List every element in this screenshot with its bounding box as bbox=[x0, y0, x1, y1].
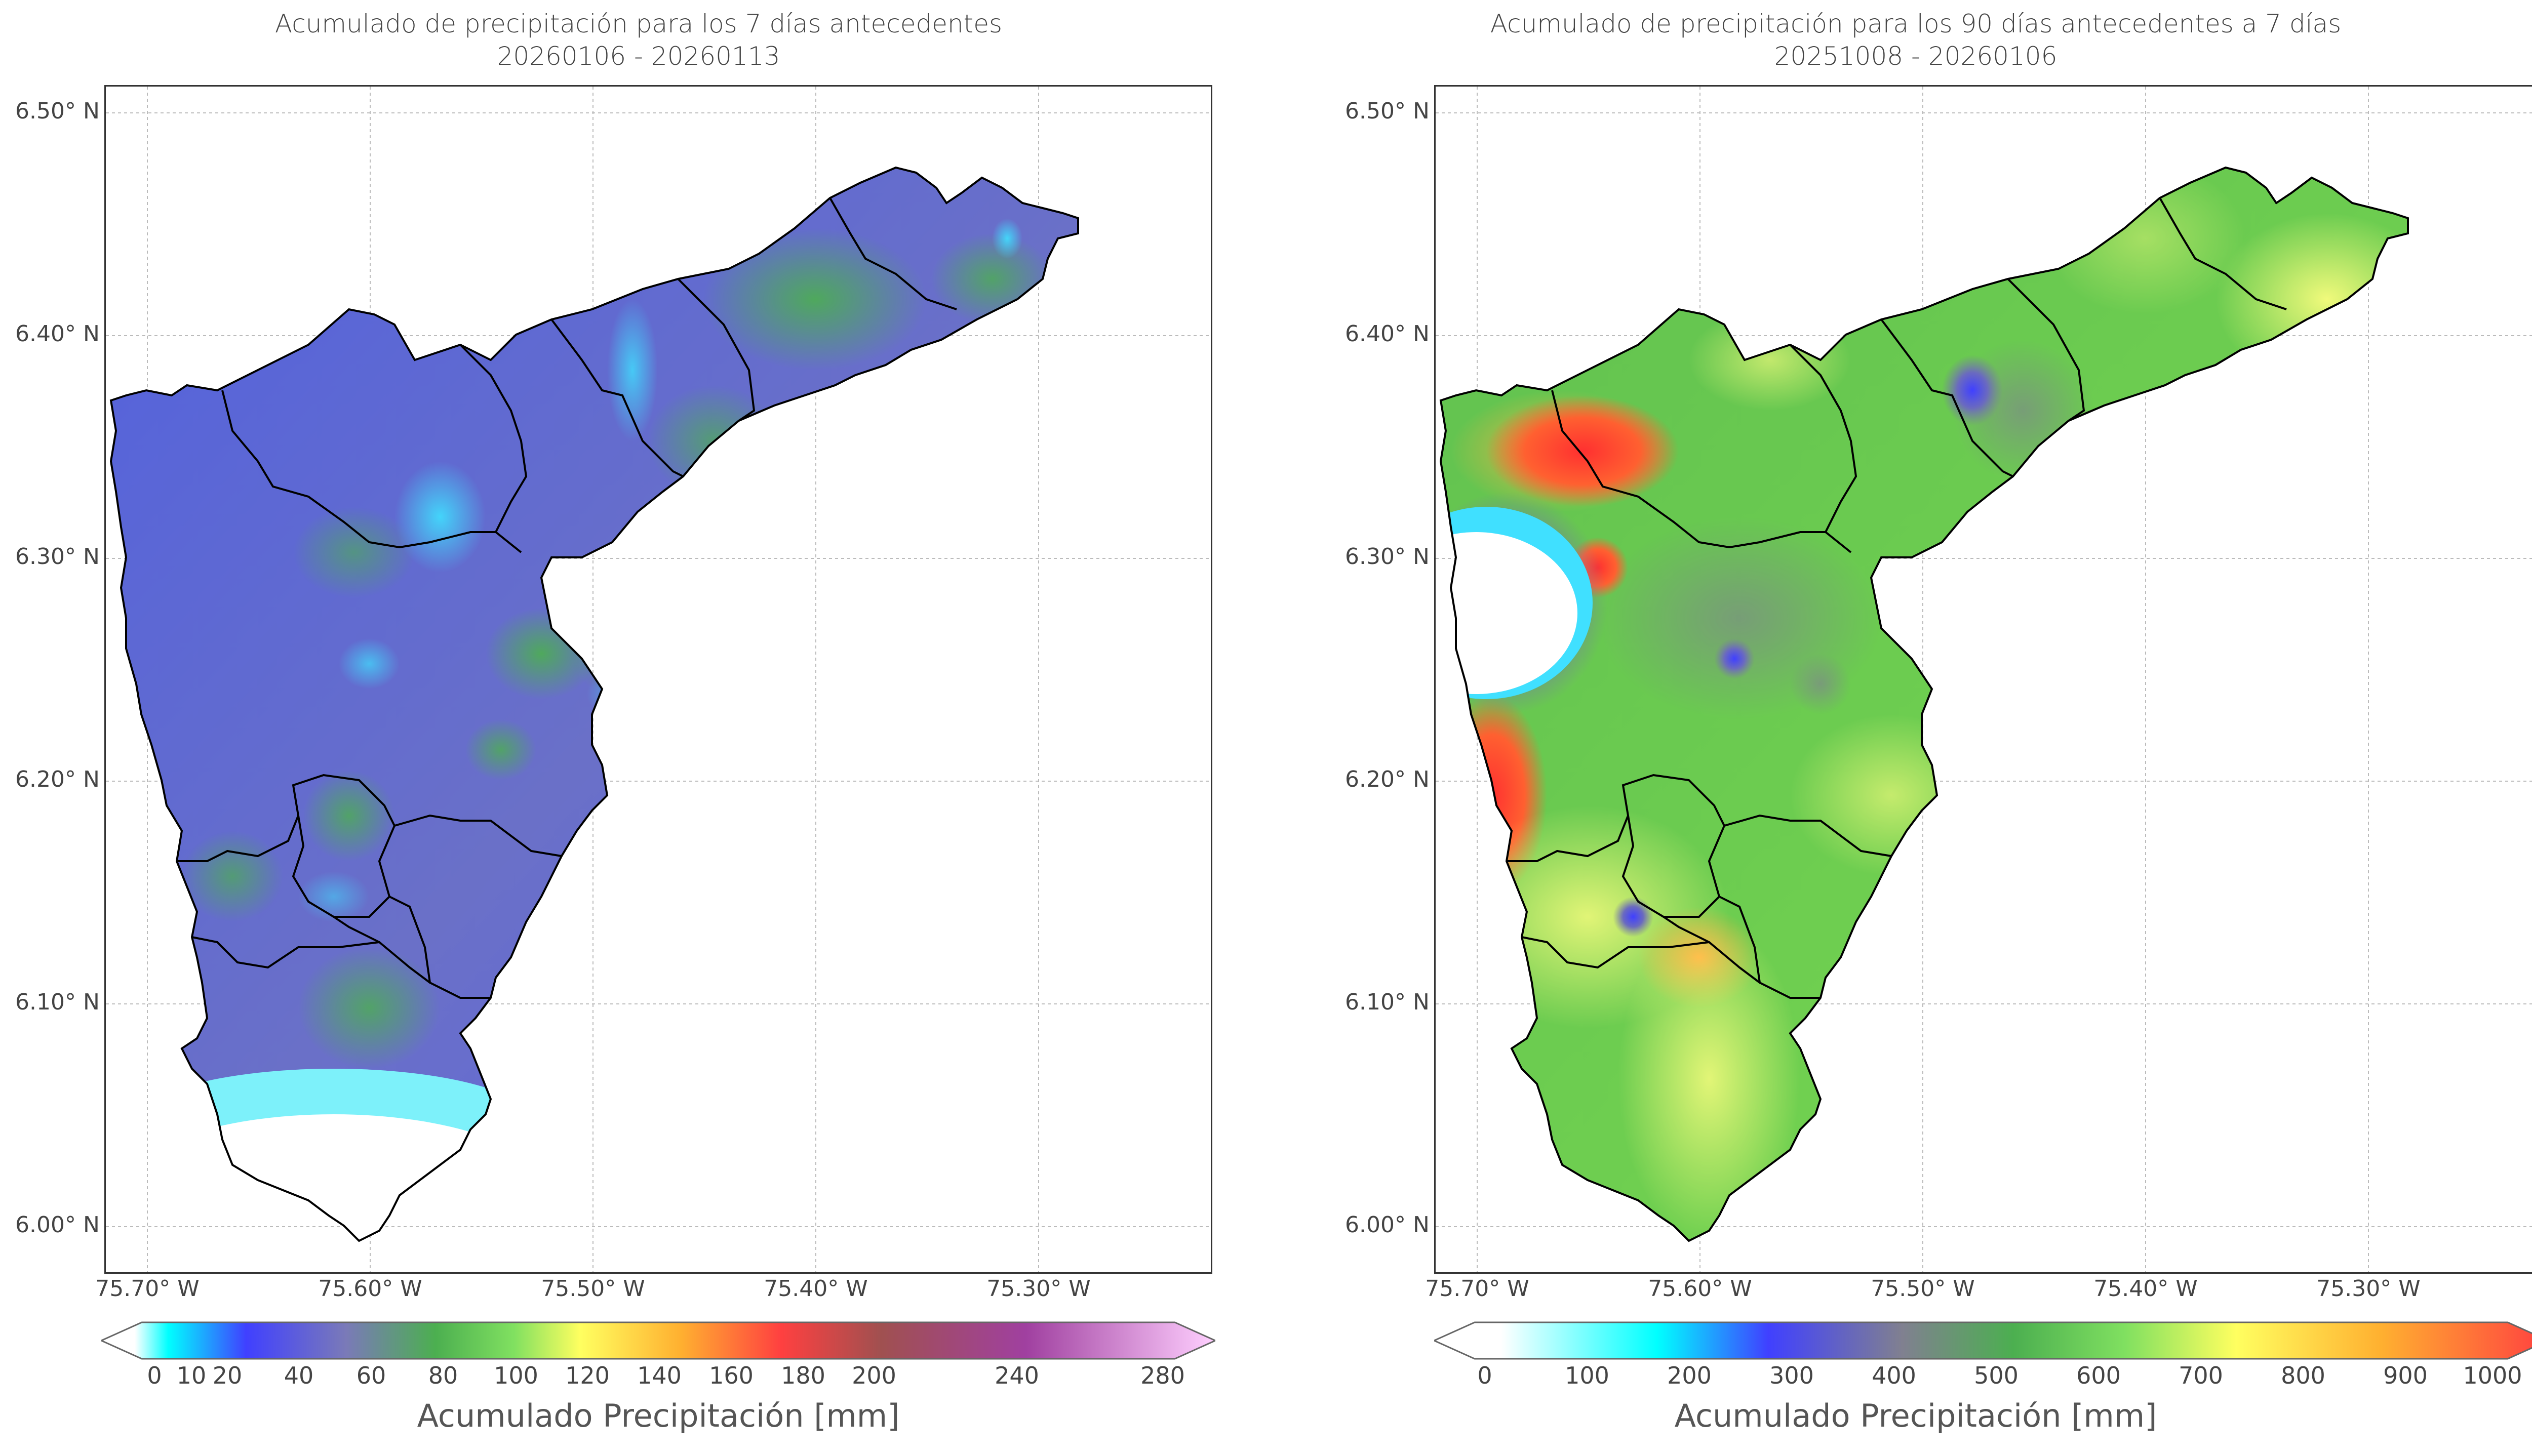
left-title: Acumulado de precipitación para los 7 dí… bbox=[274, 9, 1003, 38]
right-ytick-4: 6.10° N bbox=[1345, 989, 1430, 1015]
left-xtick-2: 75.50° W bbox=[541, 1276, 645, 1302]
left-map bbox=[104, 85, 1212, 1274]
right-colorbar bbox=[1434, 1321, 2532, 1360]
right-xtick-1: 75.60° W bbox=[1648, 1276, 1752, 1302]
right-cb-tick-9: 900 bbox=[2383, 1362, 2428, 1389]
right-ytick-5: 6.00° N bbox=[1345, 1212, 1430, 1238]
left-ytick-1: 6.40° N bbox=[15, 321, 100, 347]
right-ytick-3: 6.20° N bbox=[1345, 766, 1430, 792]
right-ytick-2: 6.30° N bbox=[1345, 544, 1430, 570]
left-precip-field bbox=[111, 168, 1078, 1241]
left-cb-tick-3: 40 bbox=[284, 1362, 314, 1389]
right-panel: Acumulado de precipitación para los 90 d… bbox=[1277, 0, 2532, 1456]
left-xtick-3: 75.40° W bbox=[764, 1276, 868, 1302]
right-cb-tick-4: 400 bbox=[1872, 1362, 1916, 1389]
right-cb-tick-0: 0 bbox=[1477, 1362, 1492, 1389]
left-cb-tick-0: 0 bbox=[147, 1362, 162, 1389]
left-xtick-4: 75.30° W bbox=[986, 1276, 1091, 1302]
left-cb-tick-1: 10 bbox=[176, 1362, 207, 1389]
left-cb-tick-9: 160 bbox=[709, 1362, 754, 1389]
right-cb-tick-2: 200 bbox=[1667, 1362, 1712, 1389]
right-colorbar-label: Acumulado Precipitación [mm] bbox=[1674, 1397, 2157, 1434]
right-xtick-2: 75.50° W bbox=[1871, 1276, 1975, 1302]
left-xtick-1: 75.60° W bbox=[318, 1276, 422, 1302]
right-municipal-boundaries bbox=[1507, 197, 2287, 999]
left-cb-tick-4: 60 bbox=[356, 1362, 386, 1389]
right-xtick-4: 75.30° W bbox=[2316, 1276, 2421, 1302]
right-xtick-3: 75.40° W bbox=[2093, 1276, 2198, 1302]
right-cb-tick-3: 300 bbox=[1769, 1362, 1814, 1389]
left-municipal-boundaries bbox=[177, 197, 957, 999]
left-cb-tick-13: 280 bbox=[1140, 1362, 1185, 1389]
left-xtick-0: 75.70° W bbox=[95, 1276, 200, 1302]
left-cb-tick-5: 80 bbox=[428, 1362, 458, 1389]
left-panel: Acumulado de precipitación para los 7 dí… bbox=[15, 9, 1215, 1434]
left-ytick-5: 6.00° N bbox=[15, 1212, 100, 1238]
left-cb-tick-12: 240 bbox=[995, 1362, 1039, 1389]
left-map-svg bbox=[106, 87, 1211, 1272]
left-ytick-2: 6.30° N bbox=[15, 544, 100, 570]
left-cb-tick-6: 100 bbox=[494, 1362, 538, 1389]
left-ytick-4: 6.10° N bbox=[15, 989, 100, 1015]
left-ytick-3: 6.20° N bbox=[15, 766, 100, 792]
right-precip-field bbox=[1441, 168, 2408, 1241]
right-map-svg bbox=[1436, 87, 2532, 1272]
right-cb-tick-7: 700 bbox=[2179, 1362, 2223, 1389]
right-subtitle-dates: 20251008 - 20260106 bbox=[1774, 42, 2058, 71]
left-cb-tick-7: 120 bbox=[565, 1362, 610, 1389]
left-cb-tick-8: 140 bbox=[637, 1362, 682, 1389]
right-title: Acumulado de precipitación para los 90 d… bbox=[1490, 9, 2342, 38]
right-ytick-1: 6.40° N bbox=[1345, 321, 1430, 347]
left-cb-tick-10: 180 bbox=[781, 1362, 825, 1389]
right-xtick-0: 75.70° W bbox=[1425, 1276, 1529, 1302]
right-cb-tick-10: 1000 bbox=[2463, 1362, 2522, 1389]
left-colorbar-label: Acumulado Precipitación [mm] bbox=[417, 1397, 900, 1434]
right-cb-tick-5: 500 bbox=[1974, 1362, 2019, 1389]
right-cb-tick-8: 800 bbox=[2281, 1362, 2325, 1389]
left-ytick-0: 6.50° N bbox=[15, 98, 100, 124]
right-ytick-0: 6.50° N bbox=[1345, 98, 1430, 124]
left-cb-tick-2: 20 bbox=[212, 1362, 243, 1389]
right-cb-tick-1: 100 bbox=[1565, 1362, 1609, 1389]
left-colorbar bbox=[101, 1321, 1215, 1360]
right-cb-tick-6: 600 bbox=[2076, 1362, 2121, 1389]
right-map bbox=[1434, 85, 2532, 1274]
left-subtitle-dates: 20260106 - 20260113 bbox=[497, 42, 780, 71]
left-cb-tick-11: 200 bbox=[852, 1362, 896, 1389]
